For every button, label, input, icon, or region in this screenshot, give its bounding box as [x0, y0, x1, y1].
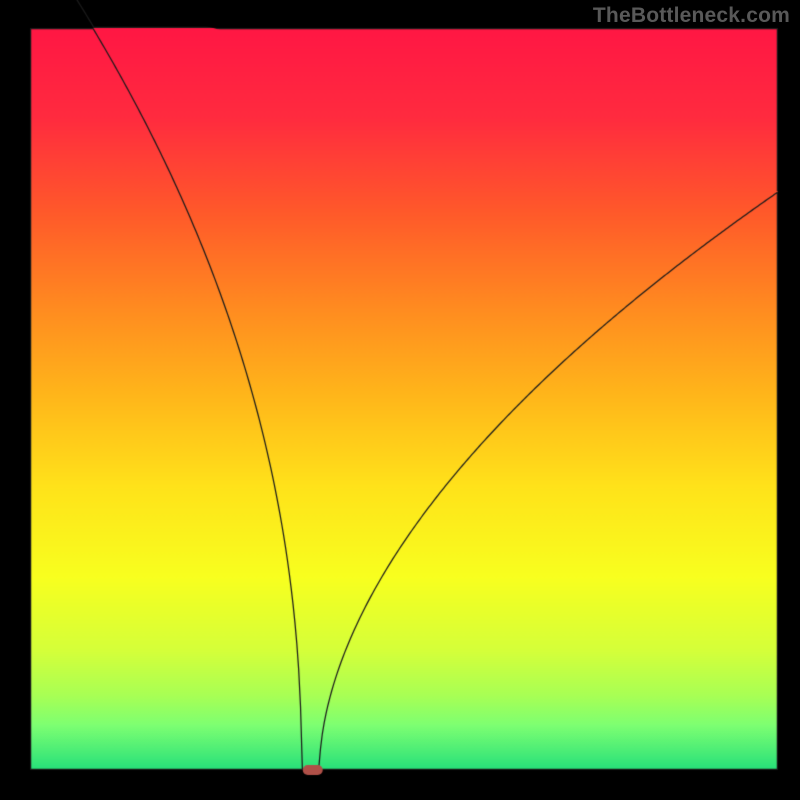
- watermark-text: TheBottleneck.com: [593, 4, 790, 28]
- chart-frame: TheBottleneck.com: [0, 0, 800, 800]
- bottleneck-chart-canvas: [0, 0, 800, 800]
